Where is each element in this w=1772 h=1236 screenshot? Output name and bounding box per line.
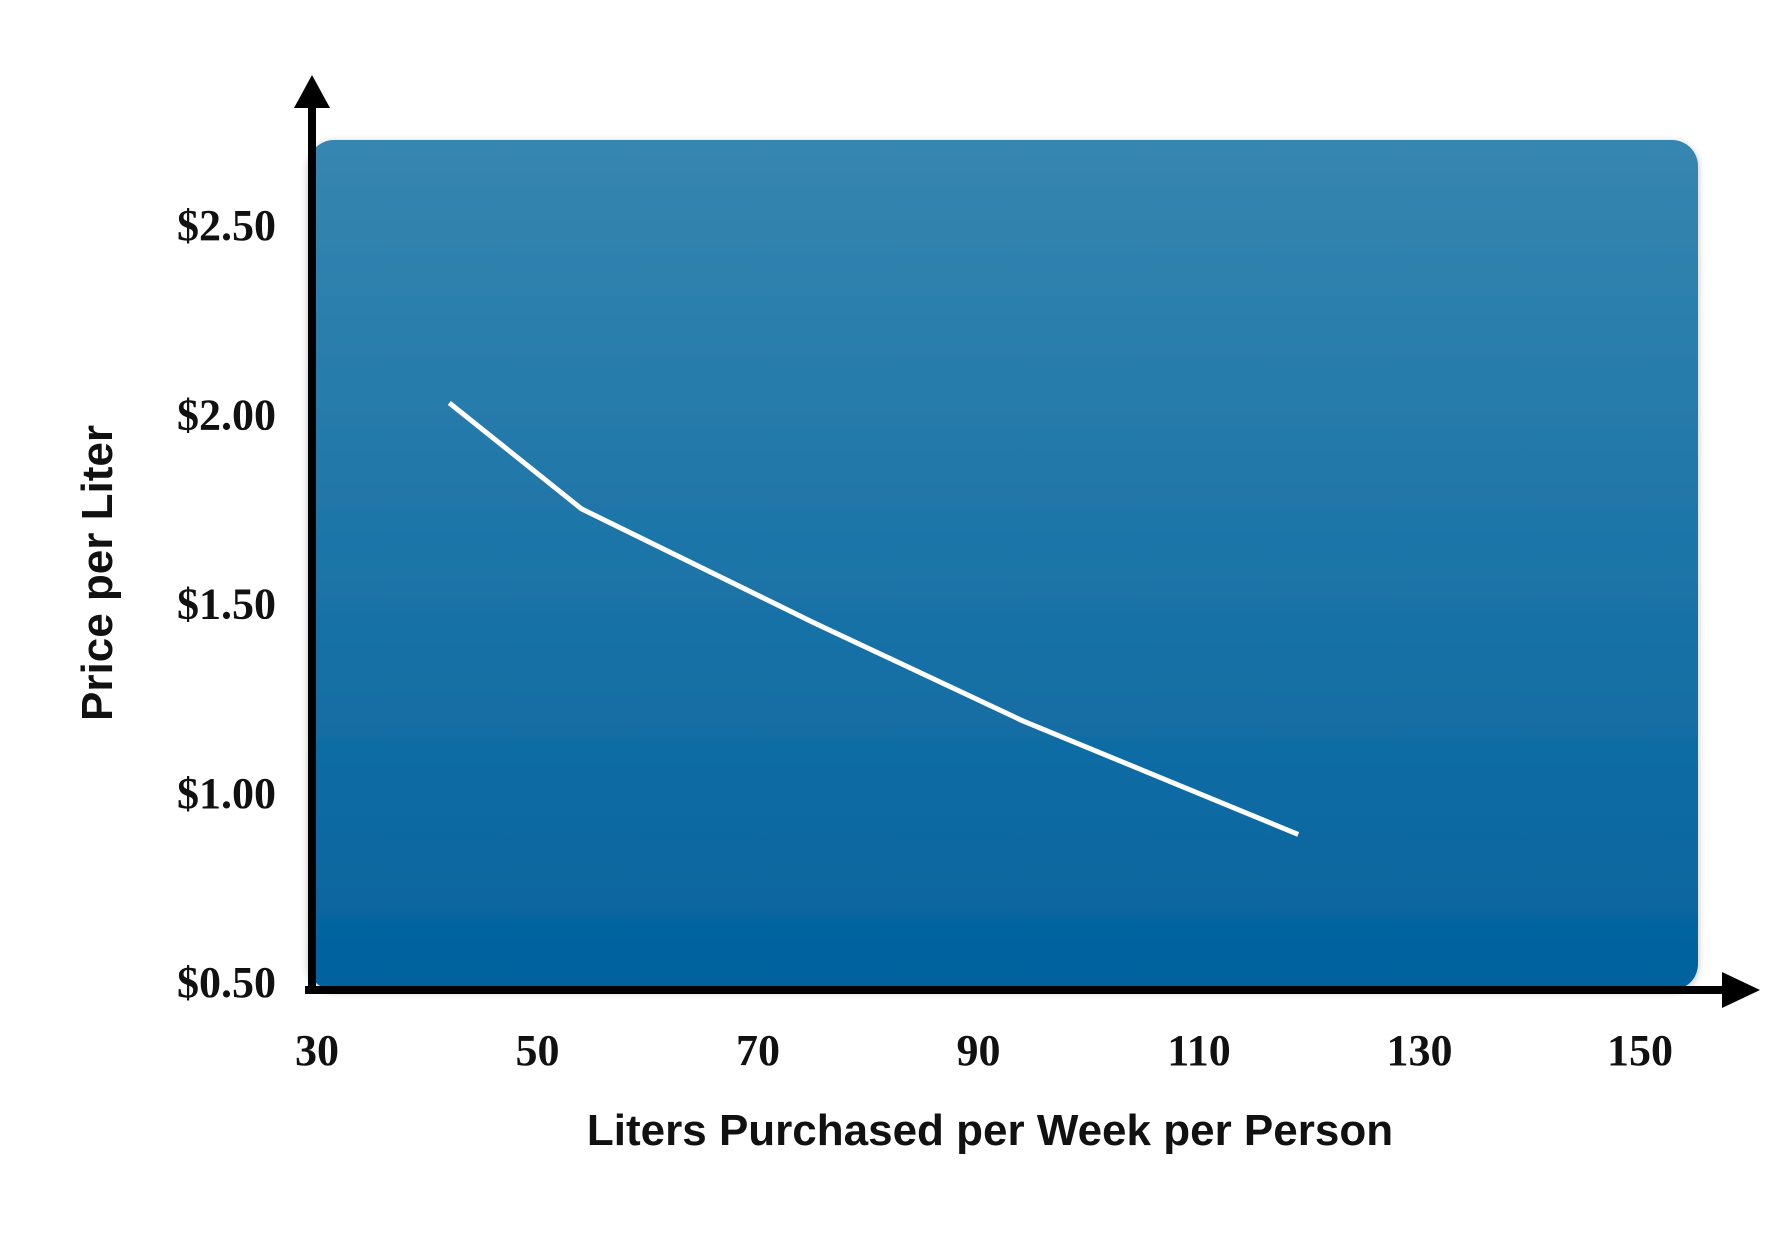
x-tick-labels: 30 50 70 90 110 130 150 <box>295 1026 1673 1075</box>
y-tick-label: $1.50 <box>177 580 276 629</box>
y-axis-title: Price per Liter <box>73 425 122 721</box>
y-tick-label: $1.00 <box>177 769 276 818</box>
x-axis-title: Liters Purchased per Week per Person <box>587 1106 1393 1155</box>
x-tick-label: 50 <box>516 1026 560 1075</box>
y-tick-labels: $0.50 $1.00 $1.50 $2.00 $2.50 <box>177 201 276 1007</box>
y-axis-arrow <box>294 75 330 108</box>
series-layer <box>447 400 1300 837</box>
series-line <box>447 400 1300 837</box>
x-tick-label: 110 <box>1167 1026 1231 1075</box>
x-tick-label: 150 <box>1607 1026 1673 1075</box>
y-tick-label: $2.00 <box>177 390 276 439</box>
x-tick-label: 130 <box>1387 1026 1453 1075</box>
x-axis-arrow <box>1722 972 1760 1008</box>
y-tick-label: $0.50 <box>177 958 276 1007</box>
plot-background <box>308 140 1698 990</box>
y-tick-label: $2.50 <box>177 201 276 250</box>
x-tick-label: 70 <box>736 1026 780 1075</box>
axes <box>294 75 1760 1008</box>
x-tick-label: 30 <box>295 1026 339 1075</box>
x-tick-label: 90 <box>957 1026 1001 1075</box>
